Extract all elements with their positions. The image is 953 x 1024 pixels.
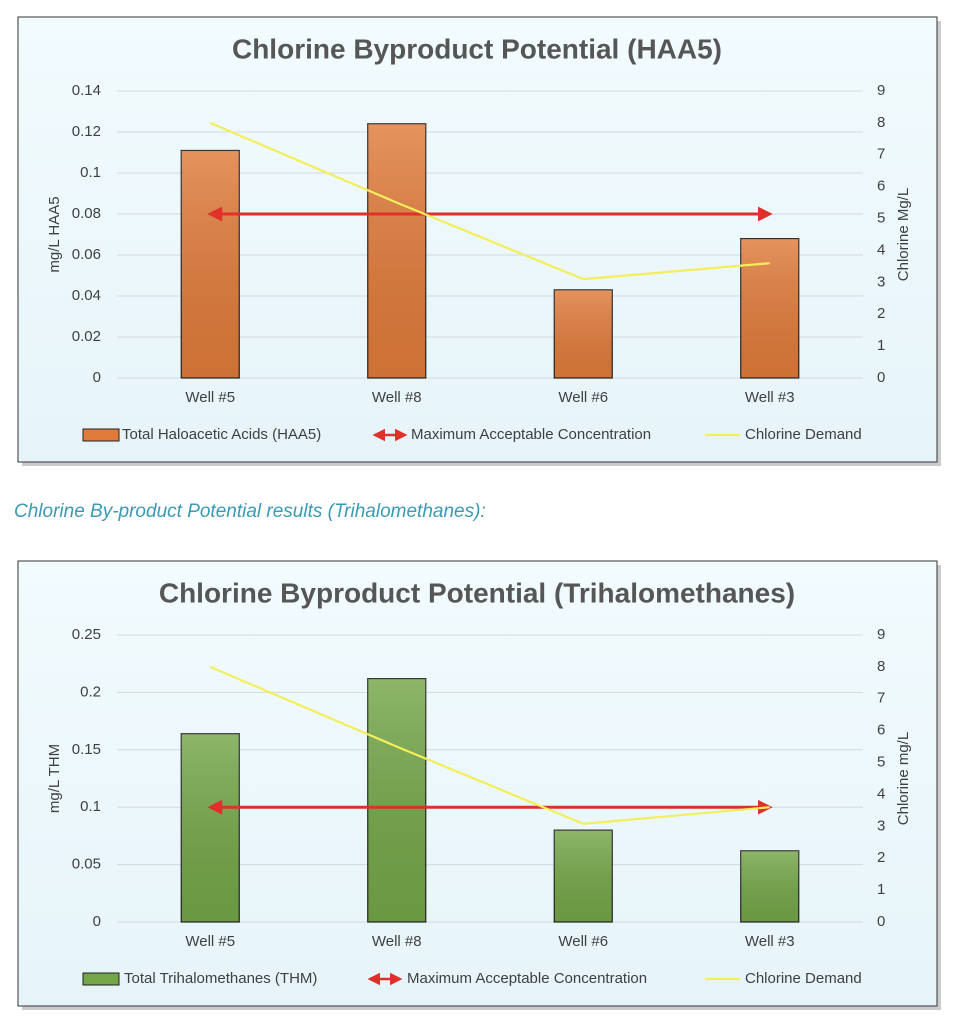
y2-axis-label: Chlorine Mg/L xyxy=(895,188,912,281)
y-tick-label: 0 xyxy=(93,913,101,930)
y2-tick-label: 6 xyxy=(877,178,885,195)
bar-sheen xyxy=(554,289,613,378)
y-tick-label: 0.06 xyxy=(72,246,101,263)
demand-line xyxy=(209,121,770,281)
x-tick-label: Well #6 xyxy=(558,933,608,950)
y-tick-label: 0.14 xyxy=(72,82,101,99)
legend-swatch xyxy=(82,428,120,442)
y2-tick-label: 7 xyxy=(877,146,885,163)
y-axis-label: mg/L HAA5 xyxy=(46,196,63,272)
y2-axis-label: Chlorine mg/L xyxy=(895,732,912,825)
x-tick-label: Well #6 xyxy=(558,389,608,406)
bar-sheen xyxy=(740,850,799,922)
x-tick-label: Well #5 xyxy=(185,389,235,406)
bar-sheen xyxy=(367,678,426,922)
legend-label: Chlorine Demand xyxy=(745,970,862,987)
chart: Chlorine Byproduct Potential (Trihalomet… xyxy=(17,560,941,1010)
y2-tick-label: 8 xyxy=(877,114,885,131)
y2-tick-label: 4 xyxy=(877,785,885,802)
y-tick-label: 0.04 xyxy=(72,287,101,304)
legend-swatch xyxy=(82,972,120,986)
y-tick-label: 0.05 xyxy=(72,856,101,873)
y2-tick-label: 9 xyxy=(877,82,885,99)
y2-tick-label: 2 xyxy=(877,305,885,322)
y2-tick-label: 0 xyxy=(877,369,885,386)
y-tick-label: 0.25 xyxy=(72,626,101,643)
y2-tick-label: 7 xyxy=(877,690,885,707)
y-tick-label: 0.02 xyxy=(72,328,101,345)
y2-tick-label: 4 xyxy=(877,241,885,258)
legend-label: Total Haloacetic Acids (HAA5) xyxy=(122,426,321,443)
bar-sheen xyxy=(181,733,240,922)
y-tick-label: 0.15 xyxy=(72,741,101,758)
y2-tick-label: 8 xyxy=(877,658,885,675)
x-tick-label: Well #5 xyxy=(185,933,235,950)
y-axis-label: mg/L THM xyxy=(46,744,63,813)
chart-title: Chlorine Byproduct Potential (HAA5) xyxy=(232,33,722,64)
y2-tick-label: 6 xyxy=(877,722,885,739)
bar-sheen xyxy=(367,123,426,378)
x-tick-label: Well #3 xyxy=(745,933,795,950)
bar-sheen xyxy=(554,830,613,922)
x-tick-label: Well #8 xyxy=(372,389,422,406)
y2-tick-label: 9 xyxy=(877,626,885,643)
y2-tick-label: 0 xyxy=(877,913,885,930)
y-tick-label: 0.08 xyxy=(72,205,101,222)
legend-label: Maximum Acceptable Concentration xyxy=(411,426,651,443)
chart-title: Chlorine Byproduct Potential (Trihalomet… xyxy=(159,577,795,608)
y2-tick-label: 5 xyxy=(877,754,885,771)
x-tick-label: Well #3 xyxy=(745,389,795,406)
y-tick-label: 0.1 xyxy=(80,164,101,181)
x-tick-label: Well #8 xyxy=(372,933,422,950)
y2-tick-label: 1 xyxy=(877,881,885,898)
y2-tick-label: 3 xyxy=(877,273,885,290)
legend-label: Chlorine Demand xyxy=(745,426,862,443)
legend-label: Total Trihalomethanes (THM) xyxy=(124,970,317,987)
y2-tick-label: 1 xyxy=(877,337,885,354)
bar-sheen xyxy=(181,150,240,378)
chart: Chlorine Byproduct Potential (HAA5) 0 0.02… xyxy=(17,16,941,466)
bar-sheen xyxy=(740,238,799,378)
y-tick-label: 0.2 xyxy=(80,683,101,700)
y-tick-label: 0.12 xyxy=(72,123,101,140)
caption: Chlorine By-product Potential results (T… xyxy=(14,501,486,522)
chart-panel xyxy=(17,560,938,1007)
demand-line xyxy=(209,665,770,825)
y2-tick-label: 5 xyxy=(877,210,885,227)
y2-tick-label: 2 xyxy=(877,849,885,866)
y-tick-label: 0 xyxy=(93,369,101,386)
y2-tick-label: 3 xyxy=(877,817,885,834)
legend-label: Maximum Acceptable Concentration xyxy=(407,970,647,987)
y-tick-label: 0.1 xyxy=(80,798,101,815)
